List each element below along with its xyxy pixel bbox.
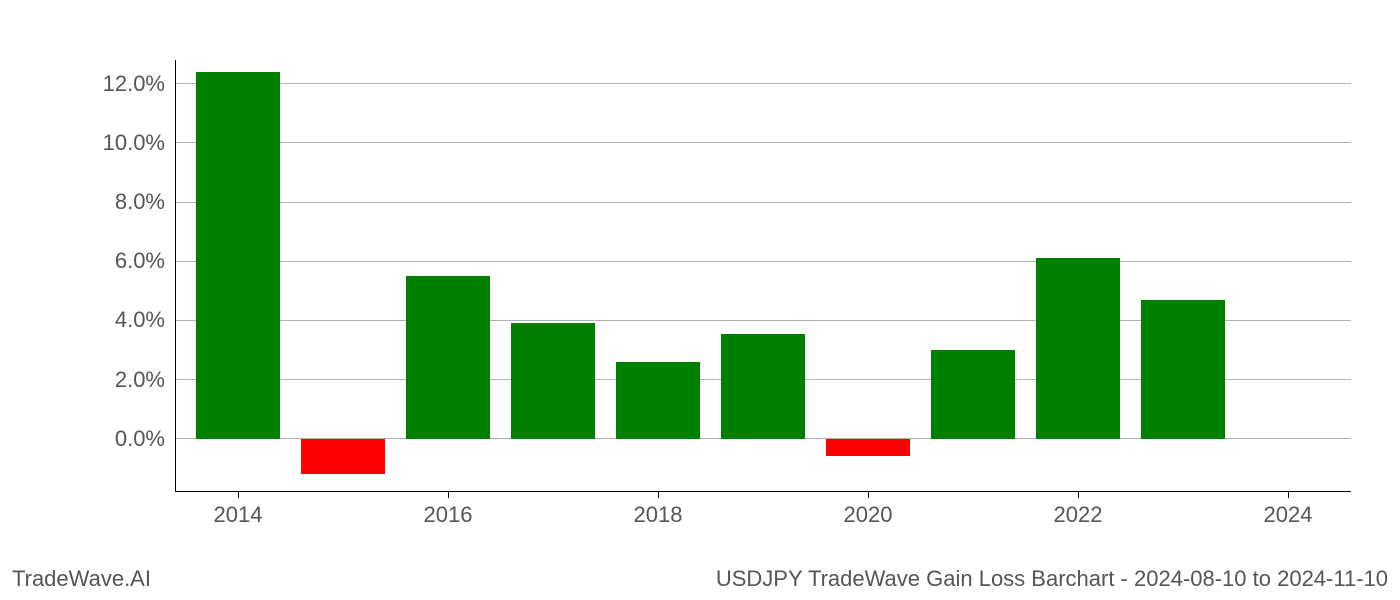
- bar: [511, 323, 595, 438]
- y-tick-label: 8.0%: [75, 189, 165, 215]
- x-tick-label: 2020: [828, 502, 908, 528]
- footer-right-text: USDJPY TradeWave Gain Loss Barchart - 20…: [716, 566, 1388, 592]
- bar: [616, 362, 700, 439]
- x-tick-mark: [1288, 492, 1289, 498]
- x-tick-mark: [868, 492, 869, 498]
- x-tick-label: 2014: [198, 502, 278, 528]
- bar: [721, 334, 805, 439]
- bar: [301, 439, 385, 475]
- x-tick-mark: [238, 492, 239, 498]
- y-tick-label: 6.0%: [75, 248, 165, 274]
- bar: [931, 350, 1015, 439]
- footer-left-text: TradeWave.AI: [12, 566, 151, 592]
- y-tick-label: 10.0%: [75, 130, 165, 156]
- plot-area: 0.0%2.0%4.0%6.0%8.0%10.0%12.0%2014201620…: [175, 60, 1351, 492]
- x-tick-mark: [448, 492, 449, 498]
- x-tick-label: 2018: [618, 502, 698, 528]
- y-axis-spine: [175, 60, 176, 492]
- gridline: [175, 202, 1351, 203]
- bar: [406, 276, 490, 439]
- gridline: [175, 261, 1351, 262]
- bar: [1141, 300, 1225, 439]
- x-tick-mark: [658, 492, 659, 498]
- bar: [196, 72, 280, 439]
- bar: [1036, 258, 1120, 438]
- chart-container: 0.0% 2.0% 4.0% 6.0% 8.0% 10.0% 12.0% 2014 2016 20…: [0, 0, 1400, 600]
- bar: [826, 439, 910, 457]
- x-tick-label: 2016: [408, 502, 488, 528]
- y-tick-label: 12.0%: [75, 71, 165, 97]
- x-tick-mark: [1078, 492, 1079, 498]
- x-tick-label: 2024: [1248, 502, 1328, 528]
- y-tick-label: 4.0%: [75, 307, 165, 333]
- y-tick-label: 0.0%: [75, 426, 165, 452]
- x-axis-spine: [175, 491, 1351, 492]
- gridline: [175, 83, 1351, 84]
- x-tick-label: 2022: [1038, 502, 1118, 528]
- gridline: [175, 142, 1351, 143]
- y-tick-label: 2.0%: [75, 367, 165, 393]
